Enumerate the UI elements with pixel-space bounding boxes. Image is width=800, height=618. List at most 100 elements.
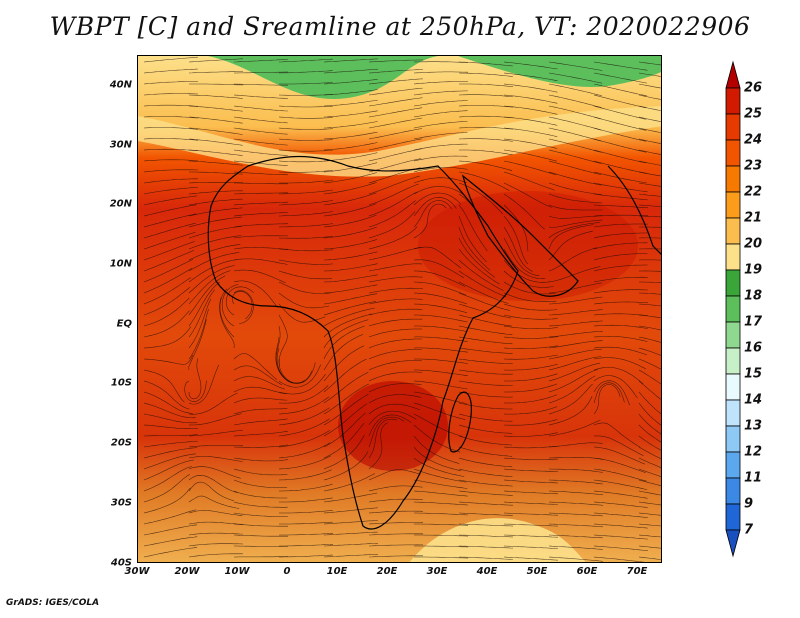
lat-label: 40N (109, 79, 132, 91)
streamline (143, 187, 198, 195)
streamline (323, 131, 378, 140)
streamline (278, 189, 333, 195)
streamline (279, 521, 334, 525)
streamline (279, 497, 333, 503)
streamline (593, 116, 647, 131)
streamline (323, 507, 378, 514)
streamline (548, 383, 593, 415)
streamline (593, 83, 647, 97)
streamline (233, 457, 288, 462)
streamline (278, 455, 332, 470)
streamline (458, 127, 513, 130)
streamline (143, 195, 198, 206)
streamline (458, 358, 513, 364)
streamline (368, 78, 423, 85)
streamline (503, 248, 546, 279)
streamline (279, 554, 334, 558)
streamline (458, 237, 496, 278)
streamline (548, 224, 594, 250)
streamline (278, 248, 333, 252)
streamline (188, 182, 244, 184)
streamline (278, 385, 329, 404)
streamline (279, 483, 333, 492)
streamline (548, 296, 603, 305)
streamline (368, 544, 423, 547)
streamline (143, 268, 193, 294)
streamline (504, 373, 558, 382)
streamline (413, 155, 468, 162)
streamline (458, 512, 513, 516)
lon-label: 20E (376, 566, 398, 577)
streamline (593, 357, 646, 370)
streamline (503, 501, 558, 505)
streamline (548, 219, 603, 228)
streamline (189, 413, 242, 426)
streamline (143, 369, 185, 403)
lat-label: 40S (110, 557, 132, 569)
streamline (323, 203, 377, 217)
streamline (278, 374, 326, 395)
streamline (548, 419, 601, 437)
streamline (548, 375, 596, 404)
colorbar-swatch (725, 477, 741, 505)
streamline (458, 490, 513, 496)
streamline (458, 72, 513, 77)
streamline (504, 383, 558, 393)
streamline (503, 419, 558, 426)
streamline (638, 325, 661, 331)
streamline (413, 391, 467, 404)
lat-label: 10S (110, 377, 132, 389)
streamline (278, 270, 333, 280)
streamline (233, 418, 288, 426)
streamline (279, 82, 334, 85)
streamline (638, 479, 661, 486)
colorbar-label: 25 (744, 106, 763, 122)
streamline (143, 459, 194, 481)
streamline (234, 545, 288, 547)
streamline (233, 59, 288, 63)
streamline (323, 99, 378, 107)
streamline (458, 446, 513, 457)
streamline (188, 521, 243, 525)
streamline (188, 308, 209, 360)
streamline (593, 214, 649, 217)
streamline (368, 418, 397, 459)
streamline (233, 444, 288, 448)
streamline (188, 510, 243, 516)
streamline (593, 545, 648, 551)
streamline (458, 292, 511, 311)
streamline (368, 422, 389, 470)
streamline (188, 289, 215, 338)
map-canvas (138, 56, 661, 562)
streamline (458, 226, 491, 271)
streamline (323, 325, 365, 360)
streamline (143, 391, 194, 414)
streamline (458, 402, 513, 410)
streamline (638, 468, 661, 477)
lat-label: 30S (110, 497, 132, 509)
streamline (638, 424, 661, 443)
colorbar-label: 12 (744, 444, 763, 460)
streamline (278, 292, 330, 309)
streamline (368, 175, 420, 195)
streamline (233, 160, 288, 166)
streamline (413, 246, 462, 269)
colorbar-swatch (725, 113, 741, 141)
streamline (323, 68, 378, 74)
streamline (233, 212, 288, 217)
streamline (368, 349, 422, 360)
streamline (278, 430, 331, 448)
lon-label: 10W (224, 566, 250, 577)
colorbar-swatch (725, 503, 741, 531)
streamline (503, 127, 558, 137)
streamline (593, 556, 645, 562)
streamline (638, 138, 661, 144)
streamline (548, 356, 602, 371)
streamline (233, 386, 287, 395)
streamline (188, 319, 207, 371)
streamline (278, 116, 333, 119)
streamline (503, 72, 558, 81)
streamline (503, 534, 559, 538)
streamline (368, 394, 422, 404)
streamline (458, 468, 513, 477)
